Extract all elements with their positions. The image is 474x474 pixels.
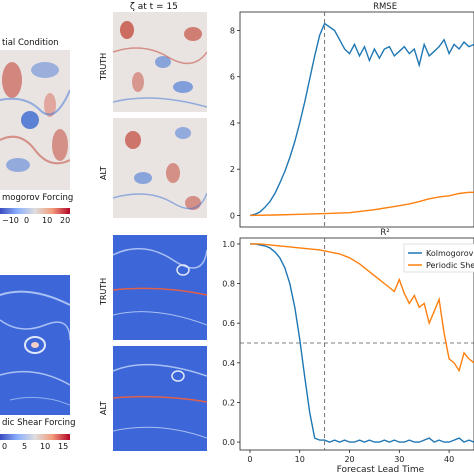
x-tick-label: 10 (295, 455, 305, 464)
kolmogorov-colorbar-tick: 10 (42, 216, 53, 225)
y-tick-label: 8 (230, 26, 235, 35)
truth-shear-field (113, 235, 207, 340)
shear-colorbar-tick: 10 (40, 442, 51, 451)
x-tick-label: 30 (394, 455, 404, 464)
alt-kolmogorov-field-image (113, 118, 207, 218)
x-tick-label: 20 (344, 455, 354, 464)
initial-kolmogorov-field (0, 50, 70, 190)
x-axis-label: Forecast Lead Time (337, 465, 425, 474)
truth-kolmogorov-field-image (113, 12, 207, 112)
initial-kolmogorov-field-image (0, 50, 70, 190)
y-tick-label: 2 (230, 165, 235, 174)
y-tick-label: 0.2 (222, 398, 235, 407)
shear-colorbar-tick: 0 (2, 442, 8, 451)
initial-shear-field (0, 275, 70, 415)
kolmogorov-caption: mogorov Forcing (2, 193, 74, 203)
legend-box (403, 243, 474, 273)
axes-frame (239, 237, 474, 451)
kolmogorov-colorbar-tick: 0 (24, 216, 30, 225)
x-tick-label: 40 (444, 455, 454, 464)
shear-colorbar-tick: 5 (22, 442, 28, 451)
chart-title: R² (380, 228, 389, 238)
series-line (249, 22, 474, 217)
y-tick-label: 0.4 (222, 359, 235, 368)
shear-colorbar (0, 434, 70, 440)
truth-shear-field-image (113, 235, 207, 340)
initial-condition-title: tial Condition (2, 38, 59, 48)
alt-kolmogorov-field (113, 118, 207, 218)
y-tick-label: 1.0 (222, 240, 235, 249)
shear-caption: dic Shear Forcing (2, 418, 76, 428)
alt-shear-field (113, 346, 207, 451)
y-tick-label: 0.8 (222, 280, 235, 289)
chart-title: RMSE (373, 2, 397, 12)
y-tick-label: 0.0 (222, 438, 235, 447)
initial-shear-field-image (0, 275, 70, 415)
alt-shear-field-image (113, 346, 207, 451)
truth-kolmogorov-field (113, 12, 207, 112)
series-line (250, 243, 474, 443)
x-tick-label: 0 (247, 455, 252, 464)
y-tick-label: 0 (230, 211, 235, 220)
shear-colorbar-tick: 15 (58, 442, 69, 451)
series-line (250, 243, 474, 373)
legend-label: Kolmogorov (426, 249, 474, 258)
series-line (249, 191, 474, 217)
axes-frame (239, 11, 474, 228)
y-tick-label: 0.6 (222, 319, 235, 328)
y-tick-label: 4 (230, 119, 235, 128)
middle-title: ζ at t = 15 (130, 2, 178, 12)
kolmogorov-colorbar-tick: −10 (2, 216, 19, 225)
y-tick-label: 6 (230, 73, 235, 82)
kolmogorov-colorbar-tick: 20 (60, 216, 71, 225)
legend-label: Periodic Shear (426, 261, 474, 270)
kolmogorov-colorbar (0, 208, 70, 214)
